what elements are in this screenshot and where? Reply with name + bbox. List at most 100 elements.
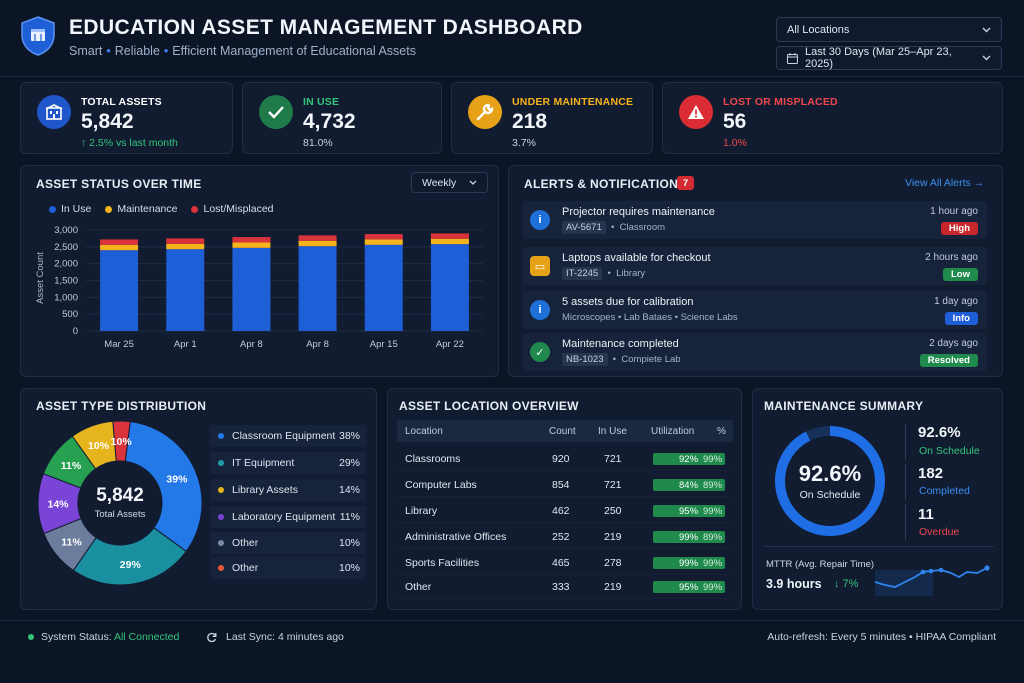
wrench-icon bbox=[468, 95, 502, 129]
stat-value: 92.6% bbox=[918, 424, 961, 441]
location-in-use: 250 bbox=[604, 499, 622, 522]
location-in-use: 219 bbox=[604, 575, 622, 598]
asset-tag: AV-5671 bbox=[562, 221, 606, 234]
utilization-value: 99% bbox=[679, 532, 698, 543]
legend-swatch bbox=[218, 460, 224, 466]
utilization-value: 99% bbox=[679, 558, 698, 569]
kpi-label: UNDER MAINTENANCE bbox=[512, 96, 633, 108]
table-row[interactable]: Classrooms 920 721 92% 99% bbox=[397, 447, 733, 471]
donut-slice-label: 29% bbox=[120, 559, 142, 571]
view-all-alerts-link[interactable]: View All Alerts → bbox=[905, 177, 984, 189]
kpi-percent: 1.0% bbox=[723, 137, 747, 149]
asset-type-row[interactable]: Laboratory Equipment 11% bbox=[210, 506, 366, 528]
kpi-total-assets[interactable]: TOTAL ASSETS 5,842 ↑ 2.5% vs last month bbox=[20, 82, 233, 154]
asset-type-row[interactable]: IT Equipment 29% bbox=[210, 452, 366, 474]
priority-badge: High bbox=[941, 222, 978, 235]
kpi-lost-misplaced[interactable]: LOST OR MISPLACED 56 1.0% bbox=[662, 82, 1003, 154]
check-icon bbox=[259, 95, 293, 129]
alert-item[interactable]: i 5 assets due for calibration Microscop… bbox=[522, 291, 987, 329]
laptop-icon: ▭ bbox=[530, 256, 550, 276]
donut-slice-label: 14% bbox=[47, 498, 69, 510]
kpi-value: 4,732 bbox=[303, 110, 356, 134]
location-in-use: 721 bbox=[604, 447, 622, 470]
column-header[interactable]: Count bbox=[549, 420, 576, 442]
legend-item: Maintenance bbox=[105, 203, 177, 215]
legend-label: Lost/Misplaced bbox=[203, 203, 273, 215]
stat-value: 11 bbox=[918, 506, 934, 523]
asset-type-row[interactable]: Classroom Equipment 38% bbox=[210, 425, 366, 447]
refresh-icon bbox=[206, 632, 217, 643]
donut-slice-label: 11% bbox=[61, 537, 82, 549]
asset-type-percent: 14% bbox=[339, 484, 360, 496]
location-name: Library bbox=[405, 499, 437, 522]
date-range-select[interactable]: Last 30 Days (Mar 25–Apr 23, 2025) bbox=[776, 46, 1002, 70]
location-name: Other bbox=[405, 575, 431, 598]
kpi-value: 5,842 bbox=[81, 110, 134, 134]
legend-swatch bbox=[218, 433, 224, 439]
table-row[interactable]: Library 462 250 95% 99% bbox=[397, 499, 733, 523]
status-value: All Connected bbox=[114, 631, 179, 643]
bar-segment-maintenance bbox=[166, 244, 204, 249]
donut-slice-label: 10% bbox=[88, 440, 110, 452]
location-name: Computer Labs bbox=[405, 473, 477, 496]
location-count: 854 bbox=[552, 473, 570, 496]
legend-item: Lost/Misplaced bbox=[191, 203, 273, 215]
legend-swatch bbox=[218, 565, 224, 571]
asset-type-row[interactable]: Library Assets 14% bbox=[210, 479, 366, 501]
divider bbox=[905, 504, 906, 540]
bar-segment-lost-misplaced bbox=[365, 234, 403, 239]
bar-segment-in-use bbox=[166, 249, 204, 331]
y-tick-label: 1,500 bbox=[54, 276, 78, 287]
location-name: Administrative Offices bbox=[405, 525, 506, 548]
kpi-under-maintenance[interactable]: UNDER MAINTENANCE 218 3.7% bbox=[451, 82, 653, 154]
bar-segment-in-use bbox=[299, 246, 337, 331]
x-tick-label: Apr 22 bbox=[436, 339, 464, 350]
panel-title: ASSET LOCATION OVERVIEW bbox=[399, 399, 579, 413]
column-header[interactable]: % bbox=[717, 420, 726, 442]
utilization-bar: 99% 89% bbox=[653, 531, 725, 543]
column-header[interactable]: Utilization bbox=[651, 420, 694, 442]
chevron-down-icon bbox=[469, 180, 477, 185]
column-header[interactable]: Location bbox=[405, 420, 443, 442]
ring-value: 92.6% bbox=[799, 461, 861, 486]
alert-item[interactable]: ▭ Laptops available for checkout IT-2245… bbox=[522, 247, 987, 285]
location-select[interactable]: All Locations bbox=[776, 17, 1002, 42]
check-icon: ✓ bbox=[530, 342, 550, 362]
asset-type-row[interactable]: Other 10% bbox=[210, 532, 366, 554]
y-tick-label: 0 bbox=[73, 326, 78, 337]
table-row[interactable]: Computer Labs 854 721 84% 89% bbox=[397, 473, 733, 497]
asset-type-percent: 38% bbox=[339, 430, 360, 442]
alert-title: Maintenance completed bbox=[562, 338, 679, 350]
legend-swatch bbox=[218, 487, 224, 493]
utilization-value: 92% bbox=[679, 454, 698, 465]
alert-item[interactable]: i Projector requires maintenance AV-5671… bbox=[522, 201, 987, 239]
calendar-icon bbox=[787, 53, 798, 64]
utilization-bar: 92% 99% bbox=[653, 453, 725, 465]
mttr-label: MTTR (Avg. Repair Time) bbox=[766, 559, 874, 570]
panel-title: ALERTS & NOTIFICATIONS bbox=[524, 177, 686, 191]
ring-label: On Schedule bbox=[800, 489, 861, 501]
column-header[interactable]: In Use bbox=[598, 420, 627, 442]
panel-title: ASSET TYPE DISTRIBUTION bbox=[36, 399, 206, 413]
interval-select[interactable]: Weekly bbox=[411, 172, 488, 193]
stat-label: Completed bbox=[919, 485, 970, 497]
bar-segment-maintenance bbox=[299, 241, 337, 246]
kpi-in-use[interactable]: IN USE 4,732 81.0% bbox=[242, 82, 442, 154]
kpi-percent: 81.0% bbox=[303, 137, 333, 149]
priority-badge: Resolved bbox=[920, 354, 978, 367]
asset-type-row[interactable]: Other 10% bbox=[210, 557, 366, 579]
chevron-down-icon bbox=[982, 55, 991, 61]
table-row[interactable]: Administrative Offices 252 219 99% 89% bbox=[397, 525, 733, 549]
table-row[interactable]: Sports Facilities 465 278 99% 99% bbox=[397, 551, 733, 575]
y-tick-label: 500 bbox=[62, 309, 78, 320]
priority-badge: Info bbox=[945, 312, 978, 325]
location-count: 920 bbox=[552, 447, 570, 470]
footer-refresh-info: Auto-refresh: Every 5 minutes • HIPAA Co… bbox=[767, 631, 996, 643]
bar-segment-in-use bbox=[100, 250, 138, 331]
last-sync[interactable]: Last Sync: 4 minutes ago bbox=[206, 631, 344, 643]
legend-item: In Use bbox=[49, 203, 91, 215]
alert-location: Classroom bbox=[620, 222, 665, 233]
alert-title: 5 assets due for calibration bbox=[562, 296, 693, 308]
table-row[interactable]: Other 333 219 95% 99% bbox=[397, 575, 733, 599]
alert-item[interactable]: ✓ Maintenance completed NB-1023 • Compie… bbox=[522, 333, 987, 371]
